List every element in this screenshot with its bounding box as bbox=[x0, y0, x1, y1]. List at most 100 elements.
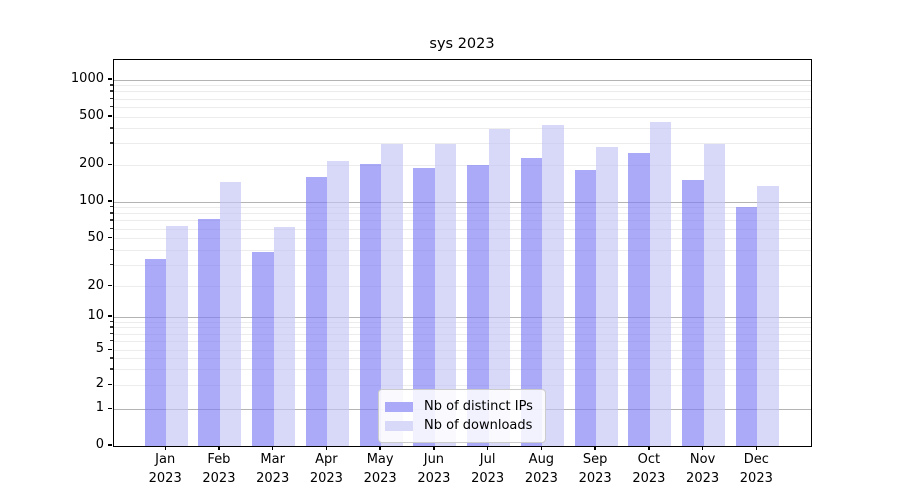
bar-distinct-ips-aug bbox=[520, 157, 543, 446]
x-tick-mark bbox=[218, 446, 220, 450]
x-tick-label-mar: Mar 2023 bbox=[256, 452, 290, 486]
bar-downloads-apr bbox=[327, 161, 349, 446]
y-minor-tick-mark bbox=[110, 142, 113, 144]
bar-downloads-jan bbox=[166, 226, 188, 446]
x-tick-label-oct: Oct 2023 bbox=[632, 452, 666, 486]
bar-downloads-dec bbox=[757, 186, 779, 446]
x-tick-mark bbox=[540, 446, 543, 450]
bar-downloads-aug bbox=[542, 124, 564, 446]
y-tick-mark bbox=[108, 78, 112, 80]
x-tick-mark bbox=[755, 446, 758, 450]
y-minor-tick-mark bbox=[110, 340, 113, 342]
bar-distinct-ips-jun bbox=[413, 168, 435, 446]
bar-distinct-ips-jul bbox=[467, 164, 489, 446]
minor-gridline bbox=[114, 286, 811, 287]
y-tick-label: 10 bbox=[87, 308, 104, 323]
x-tick-label-dec: Dec 2023 bbox=[739, 452, 773, 486]
bar-downloads-jul bbox=[488, 128, 511, 446]
minor-gridline bbox=[114, 98, 811, 100]
y-tick-label: 20 bbox=[87, 277, 104, 293]
minor-gridline bbox=[114, 228, 811, 230]
y-tick-mark bbox=[108, 115, 112, 117]
y-tick-label: 2 bbox=[95, 376, 104, 392]
x-tick-label-jun: Jun 2023 bbox=[417, 452, 451, 486]
minor-gridline bbox=[114, 213, 811, 215]
y-minor-tick-mark bbox=[110, 84, 113, 86]
x-tick-mark bbox=[594, 446, 596, 450]
y-tick-mark bbox=[108, 284, 112, 287]
x-tick-mark bbox=[486, 446, 489, 450]
x-tick-label-jul: Jul 2023 bbox=[471, 452, 505, 486]
minor-gridline bbox=[114, 321, 811, 323]
major-gridline bbox=[114, 201, 811, 203]
major-gridline bbox=[114, 316, 811, 318]
minor-gridline bbox=[114, 220, 811, 222]
legend-swatch-downloads bbox=[385, 420, 413, 431]
y-minor-tick-mark bbox=[110, 90, 113, 92]
minor-gridline bbox=[114, 349, 811, 351]
bar-distinct-ips-sep bbox=[574, 170, 597, 446]
minor-gridline bbox=[114, 164, 811, 166]
y-tick-mark bbox=[108, 237, 112, 239]
x-tick-label-apr: Apr 2023 bbox=[309, 452, 343, 486]
y-tick-label: 5 bbox=[95, 341, 104, 357]
y-tick-label: 1 bbox=[95, 400, 104, 416]
minor-gridline bbox=[114, 327, 811, 329]
y-minor-tick-mark bbox=[110, 105, 113, 108]
legend-swatch-distinct-ips bbox=[385, 401, 413, 412]
bar-distinct-ips-oct bbox=[628, 153, 650, 446]
bar-downloads-mar bbox=[273, 227, 296, 446]
x-tick-mark bbox=[164, 446, 166, 450]
bar-downloads-may bbox=[381, 144, 403, 446]
y-minor-tick-mark bbox=[110, 97, 113, 99]
bar-downloads-oct bbox=[649, 122, 672, 446]
x-tick-label-aug: Aug 2023 bbox=[524, 452, 558, 486]
bar-distinct-ips-may bbox=[359, 164, 382, 446]
bar-distinct-ips-dec bbox=[735, 207, 758, 446]
minor-gridline bbox=[114, 91, 811, 93]
minor-gridline bbox=[114, 358, 811, 360]
y-minor-tick-mark bbox=[110, 227, 113, 229]
minor-gridline bbox=[114, 369, 811, 371]
y-tick-label: 100 bbox=[79, 193, 104, 208]
y-minor-tick-mark bbox=[110, 332, 113, 335]
minor-gridline bbox=[114, 249, 811, 251]
y-minor-tick-mark bbox=[110, 206, 113, 208]
y-tick-label: 50 bbox=[87, 229, 104, 245]
minor-gridline bbox=[114, 116, 811, 118]
bar-downloads-feb bbox=[219, 181, 242, 446]
y-minor-tick-mark bbox=[110, 212, 113, 214]
y-minor-tick-mark bbox=[110, 263, 113, 266]
minor-gridline bbox=[114, 106, 811, 108]
x-tick-label-jan: Jan 2023 bbox=[148, 452, 182, 486]
x-tick-mark bbox=[325, 446, 328, 450]
x-tick-label-nov: Nov 2023 bbox=[686, 452, 720, 486]
bar-distinct-ips-mar bbox=[252, 251, 274, 446]
bar-downloads-jun bbox=[434, 143, 457, 446]
minor-gridline bbox=[114, 85, 811, 87]
bar-distinct-ips-jan bbox=[144, 258, 167, 446]
major-gridline bbox=[114, 79, 811, 81]
minor-gridline bbox=[114, 384, 811, 386]
bar-distinct-ips-nov bbox=[682, 179, 704, 446]
bar-distinct-ips-apr bbox=[305, 176, 328, 446]
x-tick-mark bbox=[379, 446, 381, 450]
legend-label-downloads: Nb of downloads bbox=[424, 418, 533, 433]
x-tick-mark bbox=[701, 446, 704, 450]
y-minor-tick-mark bbox=[110, 368, 113, 370]
y-minor-tick-mark bbox=[110, 357, 113, 359]
x-tick-mark bbox=[433, 446, 435, 450]
legend: Nb of distinct IPs Nb of downloads bbox=[378, 389, 546, 443]
x-tick-label-feb: Feb 2023 bbox=[202, 452, 236, 486]
y-minor-tick-mark bbox=[110, 219, 113, 221]
minor-gridline bbox=[114, 238, 811, 240]
y-minor-tick-mark bbox=[110, 248, 113, 251]
y-tick-mark bbox=[108, 348, 112, 350]
y-tick-label: 1000 bbox=[70, 71, 104, 86]
minor-gridline bbox=[114, 333, 811, 335]
minor-gridline bbox=[114, 128, 811, 130]
x-tick-label-sep: Sep 2023 bbox=[578, 452, 612, 486]
minor-gridline bbox=[114, 264, 811, 266]
minor-gridline bbox=[114, 341, 811, 343]
legend-label-distinct-ips: Nb of distinct IPs bbox=[424, 399, 533, 414]
